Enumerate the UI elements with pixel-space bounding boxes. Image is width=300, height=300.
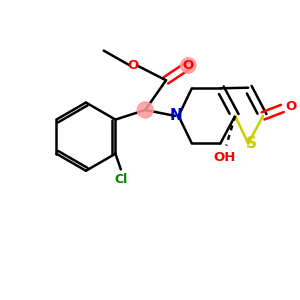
Text: Cl: Cl: [114, 173, 128, 186]
Text: O: O: [285, 100, 296, 113]
Text: S: S: [246, 136, 257, 151]
Text: OH: OH: [214, 152, 236, 164]
Text: O: O: [128, 59, 139, 72]
Text: O: O: [183, 59, 194, 72]
Circle shape: [181, 58, 196, 73]
Circle shape: [137, 102, 153, 118]
Text: N: N: [170, 108, 183, 123]
